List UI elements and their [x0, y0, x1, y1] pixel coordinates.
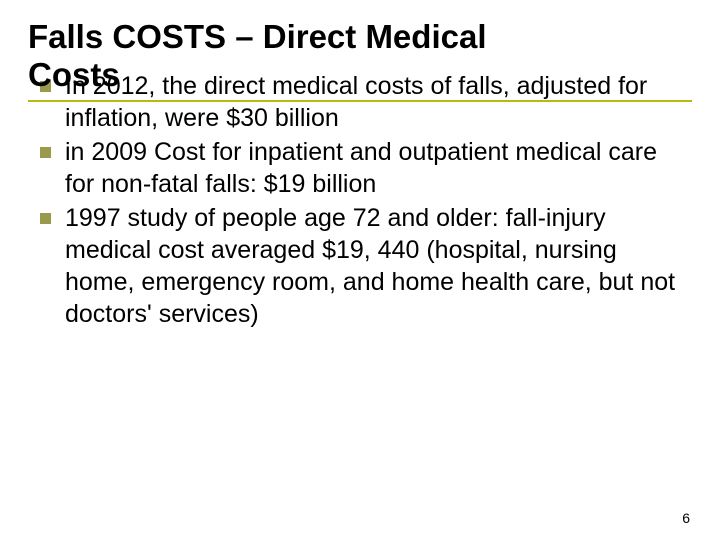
slide-container: Falls COSTS – Direct Medical Costs In 20… — [0, 0, 720, 540]
title-line-2: Costs — [28, 56, 120, 94]
page-number: 6 — [682, 510, 690, 526]
bullet-list: In 2012, the direct medical costs of fal… — [28, 70, 692, 330]
title-line-1: Falls COSTS – Direct Medical — [28, 18, 692, 56]
bullet-text: 1997 study of people age 72 and older: f… — [65, 202, 692, 330]
square-bullet-icon — [40, 147, 51, 158]
bullet-item: in 2009 Cost for inpatient and outpatien… — [40, 136, 692, 200]
title-underline — [28, 100, 692, 102]
title-block: Falls COSTS – Direct Medical Costs — [28, 18, 692, 102]
square-bullet-icon — [40, 213, 51, 224]
bullet-item: 1997 study of people age 72 and older: f… — [40, 202, 692, 330]
bullet-text: in 2009 Cost for inpatient and outpatien… — [65, 136, 692, 200]
